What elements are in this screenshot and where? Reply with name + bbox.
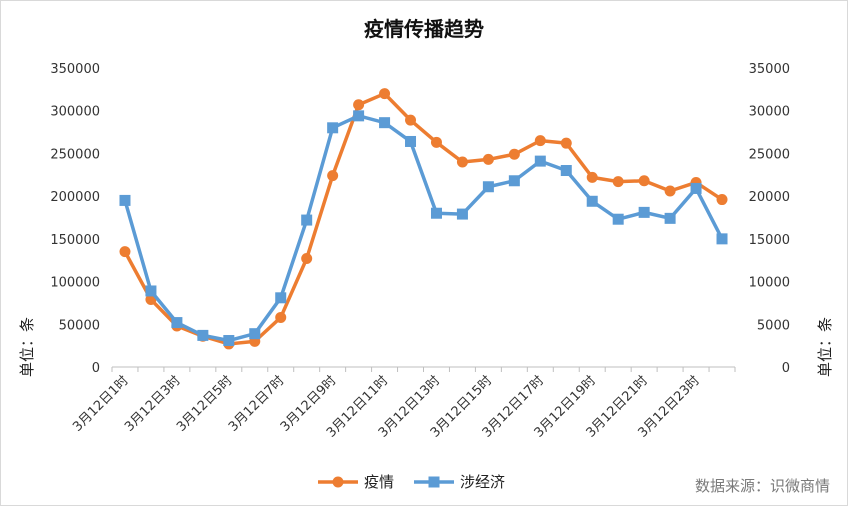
point-right-10 xyxy=(379,117,391,129)
right-axis-ticks: 0 5000 10000 15000 20000 25000 30000 35000 xyxy=(749,62,790,376)
right-tick-label-3: 15000 xyxy=(749,233,790,248)
point-left-23 xyxy=(716,194,728,206)
point-right-19 xyxy=(612,213,624,225)
left-tick-label-2: 100000 xyxy=(50,276,100,291)
point-left-20 xyxy=(638,175,650,187)
right-axis-label: 单位：条 xyxy=(816,317,834,377)
point-right-17 xyxy=(560,165,572,177)
left-axis-label: 单位：条 xyxy=(18,317,36,377)
point-right-3 xyxy=(197,329,209,341)
point-left-15 xyxy=(508,148,520,160)
left-axis-ticks: 0 50000 100000 150000 200000 250000 300000 3500… xyxy=(50,62,100,376)
point-right-20 xyxy=(638,206,650,218)
series-right xyxy=(119,110,728,347)
point-right-13 xyxy=(456,208,468,220)
point-right-11 xyxy=(405,135,417,147)
point-right-6 xyxy=(275,292,287,304)
point-right-8 xyxy=(327,122,339,134)
point-right-12 xyxy=(430,207,442,219)
legend-label-1: 涉经济 xyxy=(460,473,505,491)
point-left-18 xyxy=(586,171,598,183)
source-note: 数据来源：识微商情 xyxy=(695,477,830,495)
point-left-14 xyxy=(482,153,494,165)
legend-marker-1 xyxy=(428,476,440,488)
point-right-1 xyxy=(145,285,157,297)
point-left-12 xyxy=(430,136,442,148)
point-right-14 xyxy=(482,181,494,193)
point-right-5 xyxy=(249,328,261,340)
point-left-11 xyxy=(405,114,417,126)
x-axis-ticks xyxy=(111,367,736,372)
left-tick-label-4: 200000 xyxy=(50,190,100,205)
right-tick-label-0: 0 xyxy=(782,361,790,376)
point-right-23 xyxy=(716,233,728,245)
x-axis-tick-labels: 3月12日1时3月12日3时3月12日5时3月12日7时3月12日9时3月12日… xyxy=(70,373,703,440)
series-line-left xyxy=(123,91,723,346)
legend-label-0: 疫情 xyxy=(364,473,394,491)
legend: 疫情 涉经济 xyxy=(318,473,505,491)
point-left-13 xyxy=(456,156,468,168)
point-right-22 xyxy=(690,182,702,194)
right-tick-label-2: 10000 xyxy=(749,276,790,291)
left-tick-label-6: 300000 xyxy=(50,105,100,120)
series-layer xyxy=(119,88,728,350)
point-left-6 xyxy=(275,311,287,323)
point-right-0 xyxy=(119,194,131,206)
point-left-0 xyxy=(119,246,131,258)
series-left xyxy=(119,88,728,350)
point-left-10 xyxy=(379,88,391,100)
point-left-21 xyxy=(664,185,676,197)
right-tick-label-1: 5000 xyxy=(757,318,790,333)
point-left-9 xyxy=(353,99,365,111)
point-right-21 xyxy=(664,212,676,224)
chart-title: 疫情传播趋势 xyxy=(364,17,484,41)
right-tick-label-7: 35000 xyxy=(749,62,790,77)
point-right-18 xyxy=(586,195,598,207)
series-line-right xyxy=(123,114,724,343)
point-right-9 xyxy=(353,110,365,122)
point-right-2 xyxy=(171,317,183,329)
left-tick-label-3: 150000 xyxy=(50,233,100,248)
left-tick-label-1: 50000 xyxy=(59,318,100,333)
point-left-17 xyxy=(560,137,572,149)
left-tick-label-0: 0 xyxy=(92,361,100,376)
point-left-7 xyxy=(301,253,313,265)
point-right-15 xyxy=(508,175,520,187)
right-tick-label-5: 25000 xyxy=(749,147,790,162)
right-tick-label-4: 20000 xyxy=(749,190,790,205)
right-tick-label-6: 30000 xyxy=(749,105,790,120)
point-left-8 xyxy=(327,170,339,182)
point-right-16 xyxy=(534,155,546,167)
left-tick-label-7: 350000 xyxy=(50,62,100,77)
point-left-19 xyxy=(612,176,624,188)
left-tick-label-5: 250000 xyxy=(50,147,100,162)
point-right-4 xyxy=(223,335,235,347)
point-right-7 xyxy=(301,214,313,226)
legend-marker-0 xyxy=(332,476,344,488)
point-left-16 xyxy=(534,135,546,147)
